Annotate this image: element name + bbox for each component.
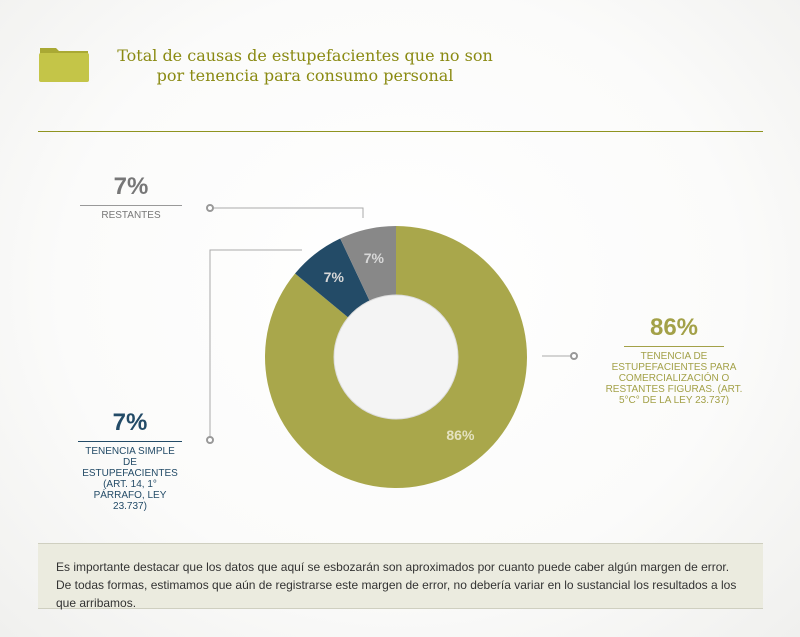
leader-restantes: [210, 207, 364, 218]
slice-label-1: 7%: [324, 269, 345, 285]
divider: [38, 131, 763, 132]
title-line-1: Total de causas de estupefacientes que n…: [117, 46, 493, 65]
donut-hole: [333, 294, 459, 420]
label-restantes: 7% Restantes: [80, 173, 182, 221]
pct-comercial: 86%: [624, 314, 724, 347]
pct-simple: 7%: [78, 409, 182, 442]
label-simple: 7% Tenencia simple de estupefacientes (A…: [78, 409, 182, 512]
folder-icon: [39, 48, 89, 82]
pct-restantes: 7%: [80, 173, 182, 206]
slice-label-2: 7%: [364, 250, 385, 266]
slice-0: [264, 226, 527, 488]
page-title: Total de causas de estupefacientes que n…: [110, 46, 500, 86]
label-comercial: 86% Tenencia de estupefacientes para com…: [594, 314, 754, 406]
disclaimer-note: Es importante destacar que los datos que…: [38, 543, 763, 610]
slice-1: [295, 238, 370, 318]
desc-comercial: Tenencia de estupefacientes para comerci…: [605, 351, 743, 406]
leader-simple: [209, 249, 302, 440]
desc-simple: Tenencia simple de estupefacientes (Art.…: [82, 446, 178, 512]
slice-label-0: 86%: [446, 427, 475, 443]
desc-restantes: Restantes: [101, 210, 161, 221]
slice-2: [340, 226, 396, 301]
title-line-2: por tenencia para consumo personal: [156, 66, 454, 85]
